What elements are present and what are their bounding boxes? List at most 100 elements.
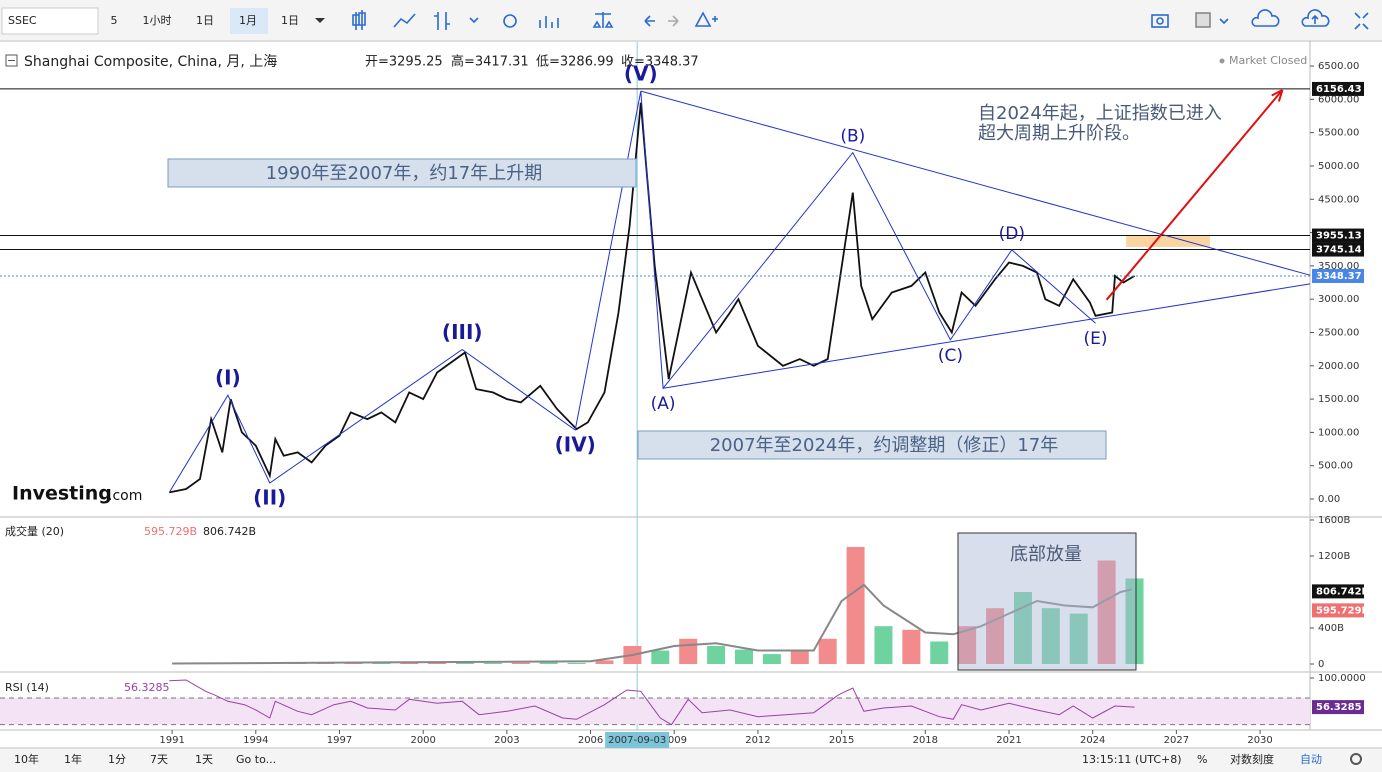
volume-bar [595,660,614,664]
panel-title: RSI (14) [5,681,49,694]
logo: Investing [12,483,112,505]
y-tick-label: 6500.00 [1318,61,1359,72]
volume-bar [483,662,502,664]
volume-bar [651,650,670,664]
y-tick-label: 100.0000 [1318,673,1366,684]
crosshair-label: 2007-09-03 [608,735,666,746]
interval[interactable]: 1日 [281,14,299,27]
ohlc: 高=3417.31 [451,54,529,70]
y-tick-label: 5000.00 [1318,161,1359,172]
price-marker-label: 3745.14 [1316,245,1362,256]
range-button[interactable]: 7天 [150,753,168,766]
toolbar-icons[interactable] [352,9,1369,30]
wave-label: (I) [215,366,241,390]
volume-bar [1069,613,1088,664]
y-tick-label: 400B [1318,623,1344,634]
ohlc: 开=3295.25 [365,55,443,70]
dropdown-icon[interactable] [315,18,325,23]
range-button[interactable]: 1分 [108,753,126,766]
price-marker-label: 595.729B [1316,605,1369,616]
interval[interactable]: 1月 [239,14,257,27]
price-marker [1312,81,1364,96]
instrument-name: Shanghai Composite, China, 月, 上海 [24,54,277,70]
x-tick-label: 1997 [327,735,352,746]
price-marker-label: 56.3285 [1316,702,1362,713]
x-tick-label: 2012 [745,735,770,746]
volume-bar [734,649,753,664]
goto-button[interactable]: Go to... [236,753,276,766]
x-tick-label: 2021 [996,735,1021,746]
range-button[interactable]: 10年 [14,752,39,766]
volume-bar [400,662,419,664]
wave-label: (II) [253,486,286,510]
wave-label: (B) [840,127,865,147]
y-tick-label: 0.00 [1318,494,1340,505]
status-dot [1219,58,1225,64]
y-tick-label: 2500.00 [1318,327,1359,338]
interval[interactable]: 1日 [196,14,214,27]
symbol[interactable]: SSEC [8,14,37,27]
active-interval [230,8,268,34]
volume-bar [1097,560,1116,664]
arrow-head [1271,89,1284,102]
price-line [169,102,1135,494]
price-marker [1312,700,1364,715]
footer [0,749,1382,772]
trend-line [640,90,1311,276]
annotation: 2007年至2024年，约调整期（修正）17年 [710,435,1059,456]
interval[interactable]: 1小时 [143,14,172,27]
volume-bar [456,662,475,664]
rsi-line [169,679,1135,726]
wave-label: (A) [651,394,676,414]
volume-bar [707,645,726,664]
rsi-value: 56.3285 [124,681,170,694]
x-tick-label: 1991 [159,735,184,746]
interval[interactable]: 5 [111,14,118,27]
wave-label: (D) [999,224,1025,244]
annotation: 超大周期上升阶段。 [978,123,1140,144]
annotation: 底部放量 [1010,544,1082,565]
x-tick-label: 2027 [1164,735,1189,746]
volume-ma [172,583,1132,665]
ohlc: 低=3286.99 [536,55,614,70]
volume-ma-value: 806.742B [203,525,256,538]
x-tick-label: 2009 [662,735,687,746]
panel-borders [0,40,1382,749]
option-button[interactable]: 自动 [1300,753,1322,766]
price-marker-label: 3348.37 [1316,271,1362,282]
option-button[interactable]: 对数刻度 [1230,752,1274,766]
volume-bar [762,654,781,664]
y-tick-label: 5500.00 [1318,128,1359,139]
price-marker [1312,268,1364,283]
panel-title: 成交量 (20) [5,524,64,538]
symbol-box[interactable] [1,7,99,35]
range-button[interactable]: 1年 [64,752,82,766]
trend-line [663,283,1311,389]
y-tick-label: 1600B [1318,515,1350,526]
volume-bar [539,662,558,664]
wave-label: (III) [442,320,483,344]
y-tick-label: 3500.00 [1318,261,1359,272]
option-button[interactable]: % [1197,753,1207,766]
price-marker [1312,228,1364,243]
volume-bar [1041,608,1060,664]
ohlc: 收=3348.37 [621,55,699,70]
x-tick-label: 2030 [1247,735,1272,746]
wave-label: (V) [624,62,658,86]
annotation-box [637,430,1107,460]
range-button[interactable]: 1天 [195,753,213,766]
price-marker-label: 3955.13 [1316,231,1362,242]
volume-bar [930,641,949,664]
x-tick-label: 2000 [410,735,435,746]
collapse-icon[interactable] [5,54,18,67]
settings-icon[interactable] [1350,753,1362,765]
y-tick-label: 1200B [1318,551,1350,562]
x-tick-label: 2018 [913,735,938,746]
wave-label: (E) [1083,329,1107,349]
volume-value: 595.729B [144,525,197,538]
volume-bar [958,626,977,664]
volume-bar [567,662,586,664]
annotation: 自2024年起，上证指数已进入 [978,103,1222,124]
annotation-box [167,158,637,188]
